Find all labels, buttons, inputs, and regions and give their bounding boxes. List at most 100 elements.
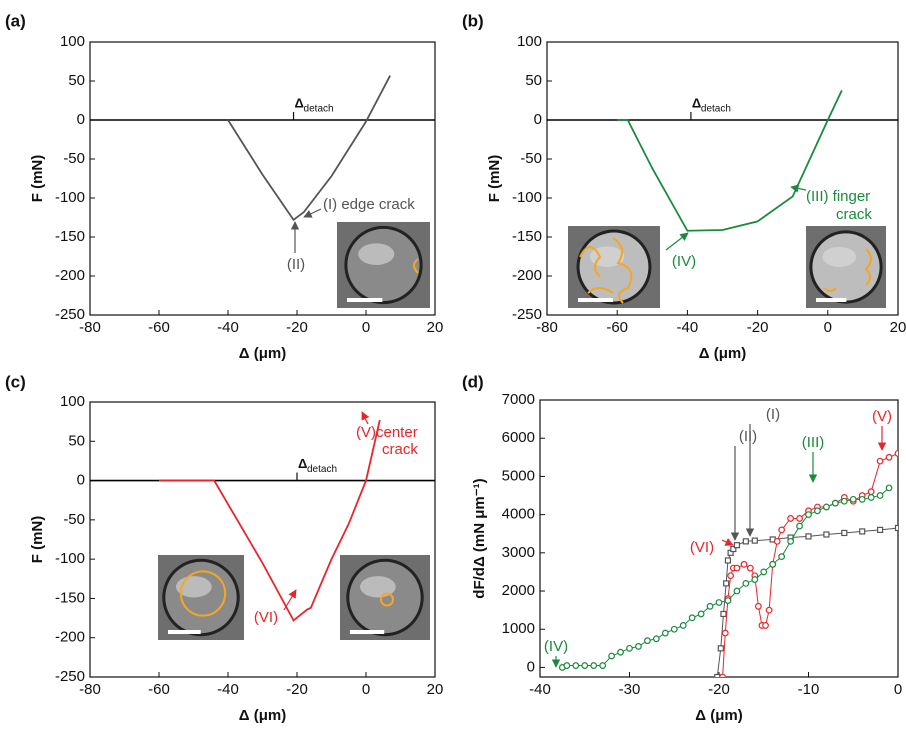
data-point	[644, 637, 651, 645]
x-tick-label: -20	[747, 319, 769, 336]
detach-symbol: Δ	[298, 456, 307, 471]
detach-symbol: Δ	[692, 95, 701, 110]
data-point	[876, 457, 884, 465]
x-axis-label: Δ (μm)	[695, 707, 742, 724]
plot-frame	[89, 41, 436, 316]
data-point	[840, 497, 848, 505]
data-point	[823, 503, 830, 511]
x-tick-label: -20	[286, 681, 308, 698]
photo-disk	[347, 228, 420, 302]
annotation: (V)center	[356, 424, 418, 441]
y-tick-label: -200	[55, 629, 85, 646]
detach-subscript: detach	[307, 464, 337, 475]
panel-label: (d)	[462, 372, 484, 391]
data-point	[769, 560, 777, 568]
data-point	[885, 453, 893, 461]
data-point	[572, 662, 580, 669]
x-tick-label: -80	[79, 681, 101, 698]
y-tick-label: 5000	[502, 467, 535, 484]
x-tick-label: -80	[79, 319, 101, 336]
data-line	[159, 419, 381, 622]
data-point	[849, 495, 857, 503]
x-tick-label: 0	[894, 681, 902, 698]
data-point	[688, 614, 696, 622]
y-tick-label: -100	[55, 550, 85, 567]
y-tick-label: -50	[63, 150, 85, 167]
y-tick-label: -50	[63, 511, 85, 528]
data-point	[894, 524, 898, 532]
data-point	[617, 648, 624, 656]
plot-frame	[539, 399, 899, 678]
data-point	[721, 629, 729, 637]
photo-disk	[349, 561, 421, 634]
data-line	[617, 89, 843, 232]
annotation: (VI)	[254, 609, 278, 626]
annotation: (III) finger	[806, 188, 870, 205]
y-tick-label: -200	[512, 267, 542, 284]
y-axis-label: F (mN)	[29, 155, 46, 203]
x-tick-label: 0	[362, 681, 370, 698]
annotation: (IV)	[544, 638, 568, 655]
y-tick-label: 4000	[502, 506, 535, 523]
x-tick-label: 0	[362, 319, 370, 336]
y-tick-label: 50	[68, 72, 85, 89]
data-point	[740, 560, 748, 568]
x-tick-label: -60	[148, 319, 170, 336]
data-point	[760, 568, 768, 576]
scale-bar	[350, 630, 385, 634]
data-point	[876, 526, 884, 534]
data-point	[724, 557, 732, 564]
scale-bar	[347, 298, 383, 302]
annotation: (IV)	[672, 253, 696, 270]
x-tick-label: -60	[606, 319, 628, 336]
inset-photo	[158, 555, 244, 640]
data-point	[787, 537, 794, 545]
inset-photo	[340, 555, 430, 640]
annotation-arrow	[790, 184, 807, 193]
data-point	[765, 606, 773, 614]
data-point	[720, 610, 727, 618]
data-point	[805, 533, 812, 540]
data-point	[733, 542, 741, 549]
data-point	[599, 662, 607, 669]
data-point	[773, 537, 781, 545]
annotation: (I)	[766, 406, 780, 423]
data-point	[841, 529, 848, 537]
x-tick-label: -40	[529, 681, 551, 698]
data-point	[742, 579, 750, 587]
annotation: (V)	[872, 408, 892, 425]
y-tick-label: 0	[77, 111, 85, 128]
annotation: (II)	[739, 428, 757, 445]
annotation: crack	[382, 441, 418, 458]
x-tick-label: -40	[217, 319, 239, 336]
x-tick-label: 0	[824, 319, 832, 336]
x-tick-label: 20	[427, 681, 444, 698]
data-point	[652, 635, 660, 643]
plot-frame	[89, 401, 436, 678]
crack	[380, 592, 394, 607]
data-point	[894, 450, 898, 457]
data-point	[733, 587, 741, 595]
y-tick-label: 0	[77, 472, 85, 489]
data-line	[562, 487, 890, 668]
annotation: (VI)	[690, 539, 714, 556]
inset-photo	[568, 226, 660, 308]
y-tick-label: 2000	[502, 582, 535, 599]
x-axis-label: Δ (μm)	[239, 707, 286, 724]
y-tick-label: -150	[55, 589, 85, 606]
data-point	[796, 515, 803, 522]
panel-label: (b)	[462, 11, 484, 30]
data-point	[715, 599, 723, 606]
data-point	[635, 643, 642, 650]
y-tick-label: -200	[55, 267, 85, 284]
panel-label: (c)	[5, 372, 26, 391]
data-point	[626, 644, 633, 652]
photo-glare	[589, 246, 625, 267]
data-point	[608, 652, 615, 660]
y-tick-label: 100	[60, 33, 85, 50]
y-tick-label: 6000	[502, 429, 535, 446]
data-point	[730, 545, 737, 553]
photo-disk	[165, 561, 237, 634]
data-point	[867, 488, 875, 496]
y-axis-label: dF/dΔ (mN μm⁻¹)	[471, 478, 488, 598]
